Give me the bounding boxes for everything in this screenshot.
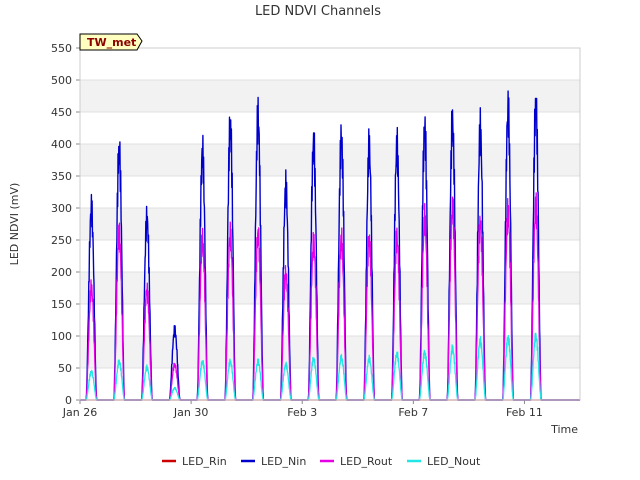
y-axis-ticks: 0 50 100 150 200 250 300 350 400 450 500 550 (51, 42, 80, 407)
grid-band (80, 144, 580, 176)
legend-item-led-nin: LED_Nin (241, 455, 306, 468)
grid-band (80, 208, 580, 240)
y-tick-label: 350 (51, 170, 72, 183)
x-axis-label: Time (550, 423, 578, 436)
station-badge: TW_met (79, 33, 143, 51)
legend: LED_Rin LED_Nin LED_Rout LED_Nout (162, 455, 481, 468)
badge-label: TW_met (87, 36, 136, 49)
y-tick-label: 300 (51, 202, 72, 215)
legend-item-led-nout: LED_Nout (407, 455, 481, 468)
legend-label: LED_Rout (340, 455, 393, 468)
y-tick-label: 0 (65, 394, 72, 407)
x-tick-label: Feb 7 (398, 406, 428, 419)
y-tick-label: 250 (51, 234, 72, 247)
x-axis-ticks: Jan 26 Jan 30 Feb 3 Feb 7 Feb 11 (62, 400, 543, 419)
x-tick-label: Feb 11 (506, 406, 543, 419)
grid-band (80, 272, 580, 304)
legend-label: LED_Nout (427, 455, 481, 468)
x-tick-label: Jan 26 (62, 406, 97, 419)
x-tick-label: Jan 30 (173, 406, 208, 419)
plot-border (79, 47, 581, 401)
legend-item-led-rout: LED_Rout (320, 455, 393, 468)
y-tick-label: 100 (51, 330, 72, 343)
y-tick-label: 200 (51, 266, 72, 279)
badge-shape (79, 33, 143, 51)
y-axis-label: LED NDVI (mV) (8, 183, 21, 266)
y-tick-label: 500 (51, 74, 72, 87)
y-tick-label: 550 (51, 42, 72, 55)
legend-label: LED_Rin (182, 455, 227, 468)
y-tick-label: 400 (51, 138, 72, 151)
y-tick-label: 150 (51, 298, 72, 311)
grid-band (80, 336, 580, 368)
grid-band (80, 80, 580, 112)
x-tick-label: Feb 3 (287, 406, 317, 419)
y-tick-label: 50 (58, 362, 72, 375)
legend-label: LED_Nin (261, 455, 306, 468)
y-tick-label: 450 (51, 106, 72, 119)
legend-item-led-rin: LED_Rin (162, 455, 227, 468)
grid-bands (80, 47, 580, 401)
chart-title: LED NDVI Channels (255, 4, 381, 19)
